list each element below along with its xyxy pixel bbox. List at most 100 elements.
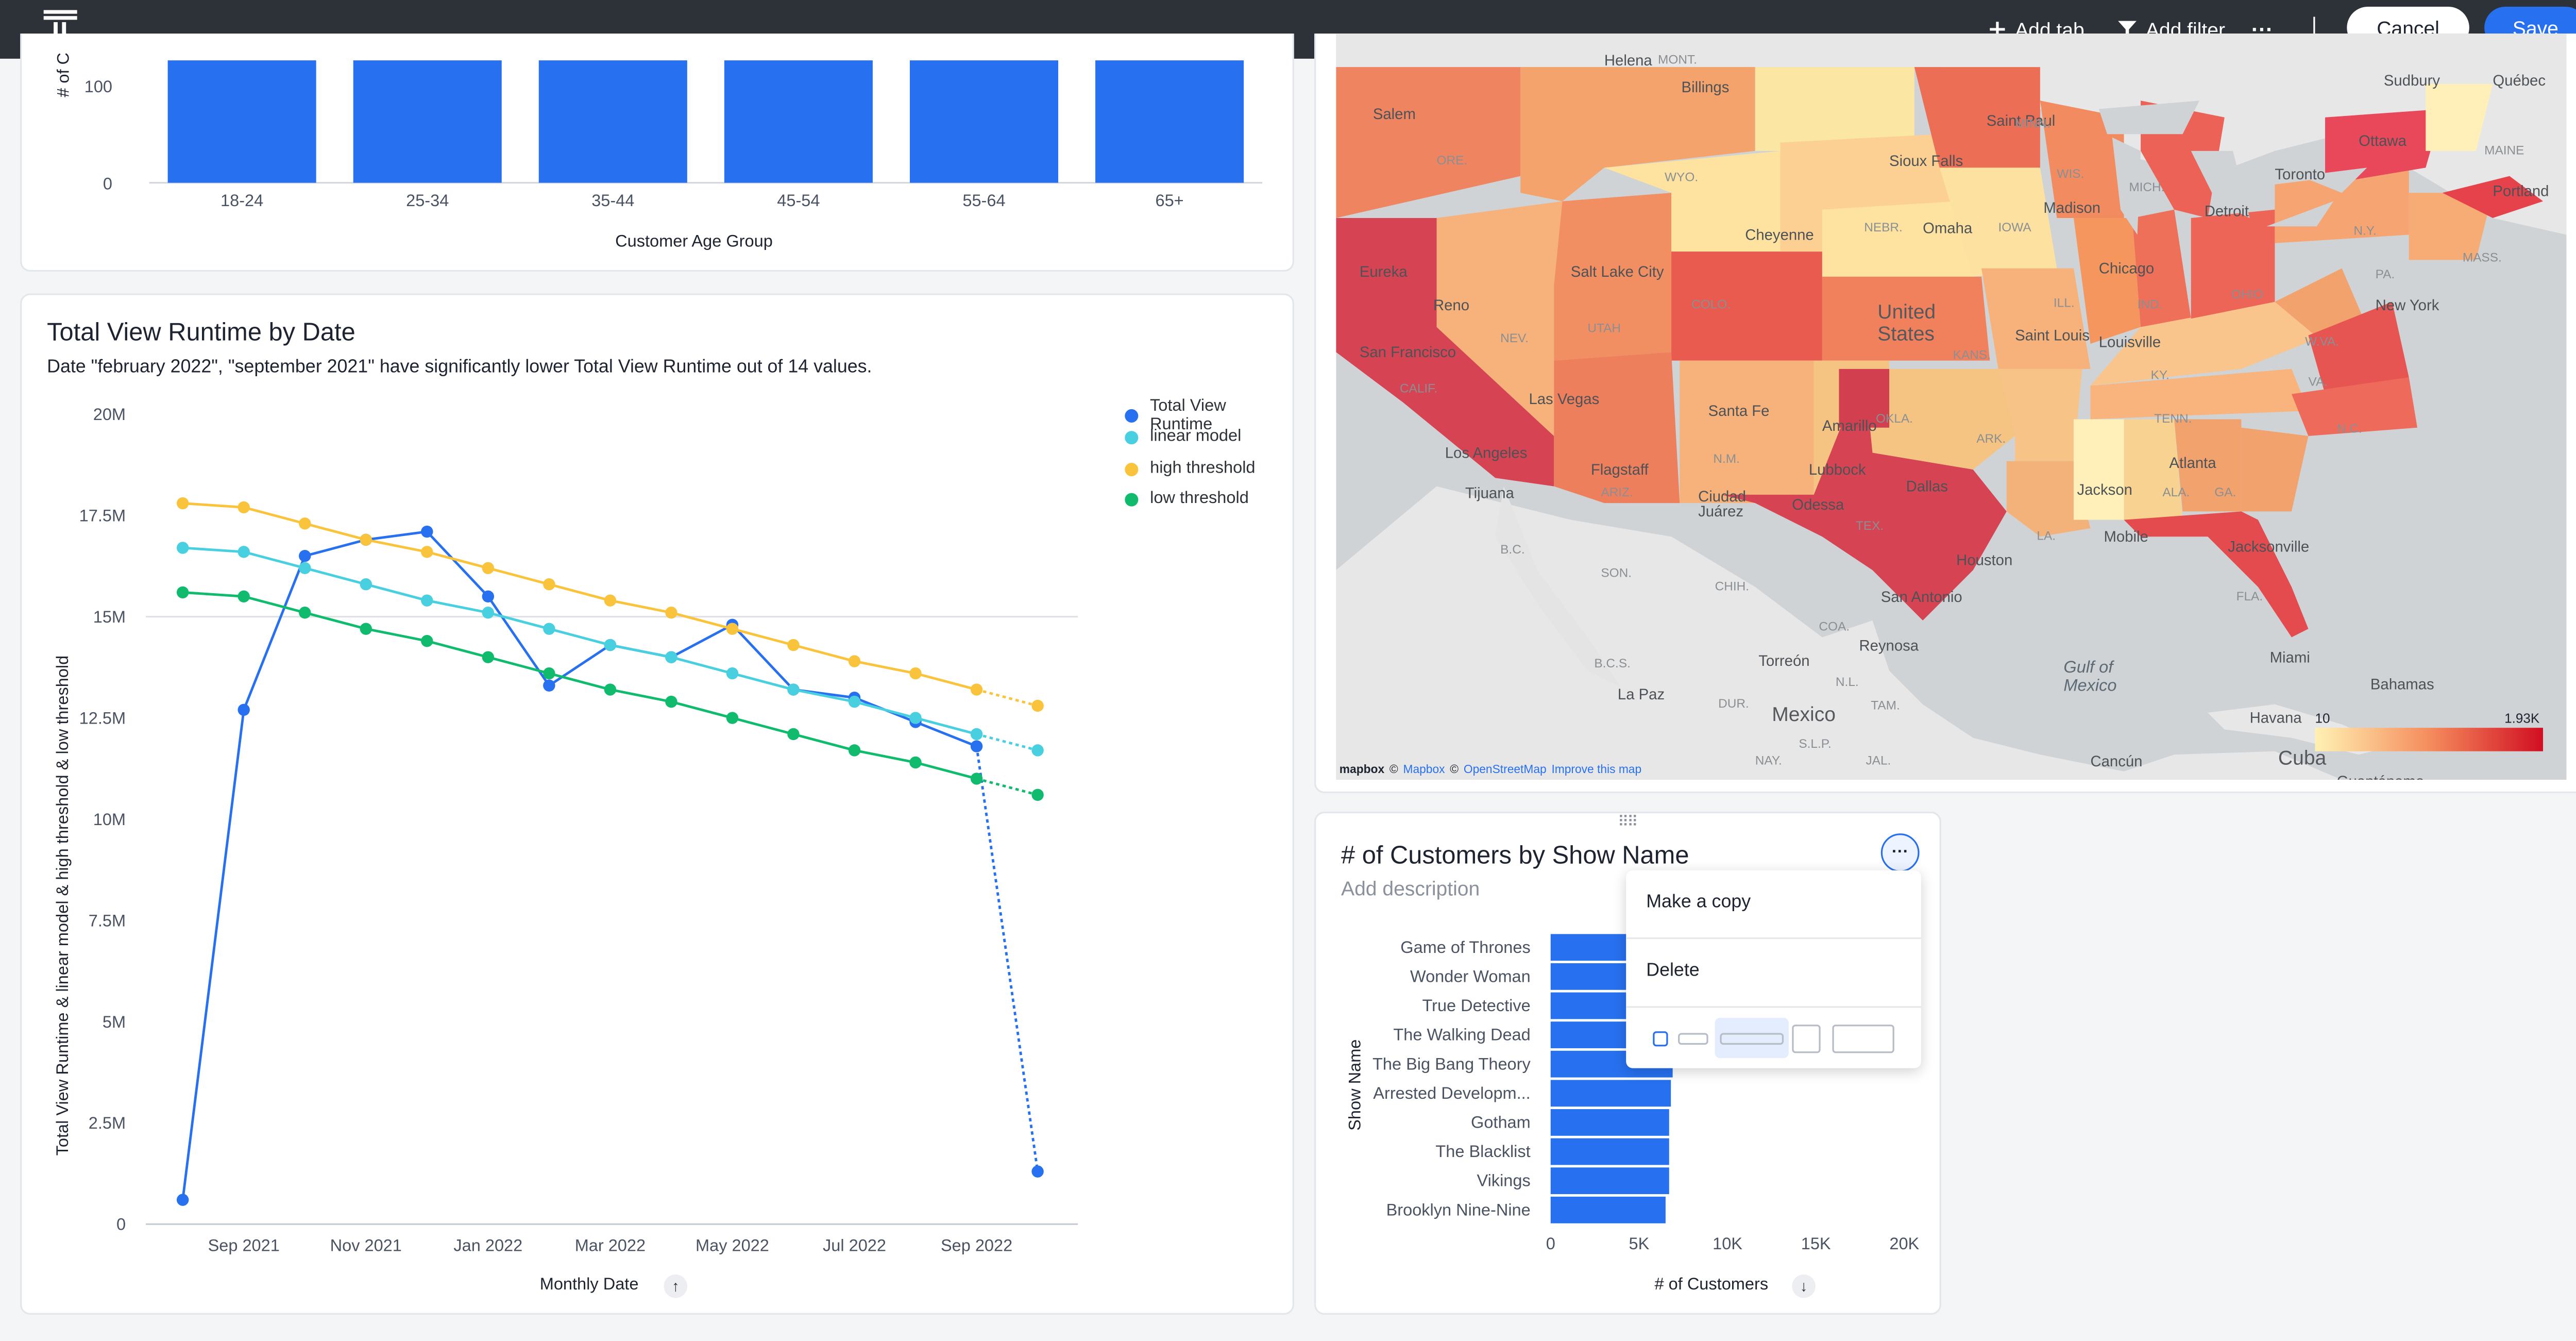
y-axis-title-partial: # of C — [54, 53, 72, 97]
size-option-l[interactable] — [1792, 1025, 1821, 1053]
map-place-label: W.VA. — [2304, 333, 2339, 349]
data-point — [299, 550, 311, 562]
map-place-label: Bahamas — [2370, 676, 2434, 693]
map-chart-card[interactable]: Helena MONT. Billings Salem ORE. WYO. Cheyenne… — [1314, 33, 2576, 794]
legend-label: low threshold — [1150, 490, 1249, 508]
age-group-chart-card[interactable]: 100 0 # of C 18-24 25-34 35-44 45-54 55-64 65+ C… — [20, 33, 1294, 272]
data-point — [970, 683, 983, 696]
map-place-label: Madison — [2043, 199, 2101, 216]
data-point — [848, 695, 861, 708]
data-point — [848, 744, 861, 757]
data-point — [421, 594, 433, 607]
map-place-label: Saint Louis — [2015, 327, 2090, 344]
legend-label: linear model — [1150, 427, 1242, 446]
arrow-up-icon[interactable]: ↑ — [664, 1274, 688, 1298]
map-place-label: TAM. — [1871, 697, 1900, 713]
data-point — [665, 651, 677, 663]
data-point — [1031, 699, 1044, 712]
map-place-label: PA. — [2375, 266, 2395, 282]
delete-menu-item[interactable]: Delete — [1646, 961, 1700, 981]
data-point — [176, 497, 189, 510]
size-option-m-highlight[interactable] — [1715, 1018, 1789, 1059]
size-option-xs[interactable] — [1653, 1031, 1668, 1047]
legend-linear-model[interactable]: linear model — [1125, 428, 1241, 446]
legend-label: Total View Runtime — [1150, 397, 1226, 434]
map-place-label: Reynosa — [1859, 637, 1919, 654]
size-option-m[interactable] — [1720, 1033, 1784, 1045]
map-place-label: Cancún — [2090, 752, 2143, 770]
x-tick-label: 35-44 — [591, 191, 634, 210]
map-place-label: Lubbock — [1808, 461, 1866, 478]
map-place-label: Los Angeles — [1445, 444, 1528, 461]
x-tick-label: 5K — [1629, 1234, 1650, 1253]
mapbox-link[interactable]: Mapbox — [1403, 764, 1445, 777]
map-place-label: OHIO — [2231, 287, 2264, 302]
data-point — [604, 683, 617, 696]
size-option-s[interactable] — [1678, 1033, 1708, 1045]
map-place-label: Dallas — [1906, 478, 1948, 495]
map-place-label: OKLA. — [1876, 411, 1913, 426]
y-tick-label: Game of Thrones — [1400, 938, 1530, 957]
x-tick-label: 55-64 — [962, 191, 1005, 210]
map-place-label: Louisville — [2098, 333, 2161, 351]
bar — [1550, 1109, 1669, 1136]
y-tick-label: True Detective — [1422, 996, 1530, 1015]
map-place-label: Portland — [2493, 182, 2549, 200]
map-place-label: Houston — [1956, 551, 2013, 569]
runtime-chart-card[interactable]: Total View Runtime by Date Date "februar… — [20, 293, 1294, 1315]
map-place-label: ORE. — [1436, 153, 1468, 168]
map-place-label: MASS. — [2462, 249, 2502, 265]
map-labels: Helena MONT. Billings Salem ORE. WYO. Cheyenne… — [1336, 33, 2566, 780]
choropleth-map[interactable] — [1336, 33, 2567, 780]
map-place-label: NEV. — [1500, 330, 1529, 346]
map-place-label: ARK. — [1976, 431, 2006, 446]
y-tick-label: Brooklyn Nine-Nine — [1386, 1200, 1531, 1219]
map-place-label: MICH. — [2129, 179, 2165, 195]
map-place-label: Ottawa — [2359, 132, 2406, 149]
x-tick-label: 15K — [1801, 1234, 1831, 1253]
map-place-label: Helena — [1604, 52, 1652, 69]
show-y-axis-title: Show Name — [1347, 1039, 1366, 1131]
data-point — [787, 639, 800, 651]
openstreetmap-link[interactable]: OpenStreetMap — [1463, 764, 1547, 777]
runtime-chart-title: Total View Runtime by Date — [47, 319, 355, 347]
series-line — [182, 591, 977, 780]
mapbox-logo-icon[interactable]: mapbox — [1339, 764, 1385, 777]
map-place-label: S.L.P. — [1799, 736, 1832, 751]
arrow-down-icon[interactable]: ↓ — [1792, 1274, 1816, 1298]
legend-high-threshold[interactable]: high threshold — [1125, 460, 1256, 478]
map-place-label: COLO. — [1691, 296, 1731, 312]
series-line — [182, 546, 977, 735]
bar — [167, 60, 316, 183]
data-point — [970, 773, 983, 785]
menu-divider — [1626, 1006, 1921, 1008]
y-tick-label: 15M — [93, 608, 126, 626]
map-place-label: San Francisco — [1359, 344, 1456, 361]
data-point — [665, 695, 677, 708]
size-option-xl[interactable] — [1832, 1025, 1894, 1053]
map-place-label: ARIZ. — [1601, 484, 1633, 500]
legend-total-view-runtime[interactable]: Total View Runtime — [1125, 397, 1292, 434]
show-chart-description[interactable]: Add description — [1341, 877, 1480, 901]
map-place-label: B.C.S. — [1594, 656, 1631, 671]
improve-map-link[interactable]: Improve this map — [1551, 764, 1642, 777]
legend-low-threshold[interactable]: low threshold — [1125, 490, 1249, 508]
data-point — [482, 651, 495, 663]
map-place-label: Tijuana — [1465, 484, 1514, 501]
divider — [2313, 16, 2315, 41]
runtime-y-axis-title: Total View Runtime & linear model & high… — [54, 655, 73, 1156]
map-place-label: ILL. — [2053, 295, 2075, 310]
y-tick-label: 10M — [93, 810, 126, 829]
drag-handle-icon[interactable]: ⠿⠿ — [1617, 813, 1638, 830]
bar — [538, 60, 687, 183]
data-point — [1031, 1165, 1044, 1178]
y-tick-label: 12.5M — [79, 709, 126, 727]
x-tick-label: Jan 2022 — [453, 1236, 522, 1254]
map-place-label: ALA. — [2162, 484, 2190, 500]
make-copy-menu-item[interactable]: Make a copy — [1646, 892, 1751, 913]
map-place-label: Reno — [1433, 296, 1470, 314]
y-tick-label: 7.5M — [89, 911, 126, 930]
map-place-label: Saint Paul — [1986, 112, 2056, 129]
y-tick-label: Arrested Developm... — [1373, 1084, 1530, 1102]
map-place-label: N.Y. — [2353, 223, 2377, 239]
